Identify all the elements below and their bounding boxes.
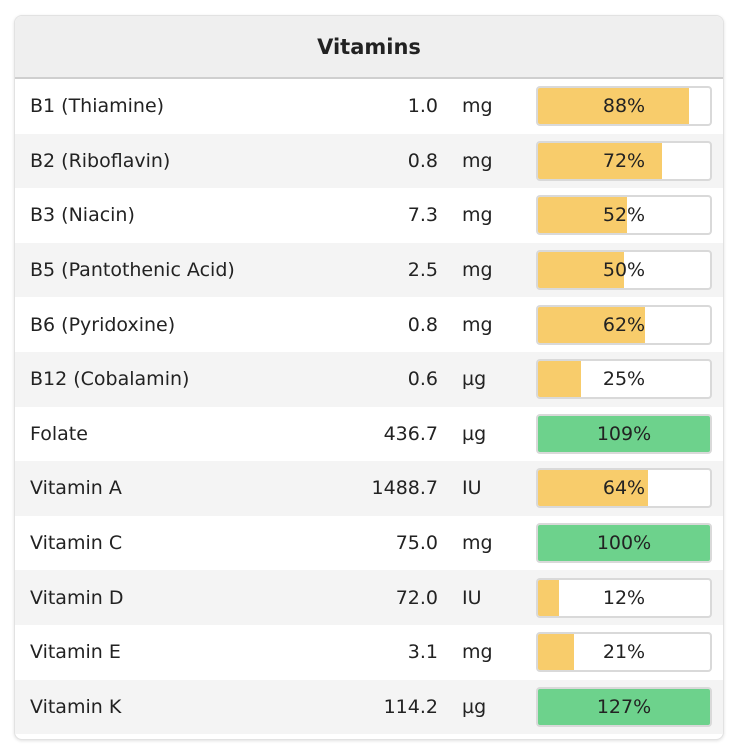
daily-value-bar: 50% — [536, 250, 712, 291]
panel-header: Vitamins — [15, 16, 723, 79]
vitamin-name: B2 (Riboflavin) — [30, 149, 171, 172]
daily-value-percent: 88% — [602, 95, 646, 118]
vitamin-row: Vitamin E 3.1 mg 21% — [15, 624, 723, 680]
vitamin-name: Vitamin C — [30, 532, 123, 555]
vitamin-name: B12 (Cobalamin) — [30, 368, 190, 391]
vitamin-amount: 1488.7 — [371, 477, 438, 500]
vitamin-name: Vitamin K — [30, 695, 122, 718]
vitamin-row: B2 (Riboflavin) 0.8 mg 72% — [15, 133, 723, 189]
vitamin-unit: mg — [462, 313, 493, 336]
daily-value-percent: 50% — [602, 259, 646, 282]
vitamin-row: Vitamin K 114.2 µg 127% — [15, 679, 723, 735]
daily-value-percent: 64% — [602, 477, 646, 500]
vitamin-row: Folate 436.7 µg 109% — [15, 406, 723, 462]
vitamin-amount: 75.0 — [395, 532, 438, 555]
daily-value-percent: 127% — [596, 695, 652, 718]
vitamin-row: B5 (Pantothenic Acid) 2.5 mg 50% — [15, 242, 723, 298]
daily-value-bar-fill — [538, 525, 710, 562]
daily-value-percent: 62% — [602, 313, 646, 336]
daily-value-bar: 62% — [536, 304, 712, 345]
vitamin-amount: 72.0 — [395, 586, 438, 609]
vitamin-amount: 7.3 — [407, 204, 438, 227]
daily-value-percent: 52% — [602, 204, 646, 227]
vitamin-row: B3 (Niacin) 7.3 mg 52% — [15, 188, 723, 243]
daily-value-bar-fill — [538, 142, 662, 179]
vitamin-unit: µg — [462, 368, 487, 391]
vitamin-amount: 3.1 — [407, 641, 438, 664]
daily-value-bar-fill — [538, 415, 710, 452]
daily-value-percent: 25% — [602, 368, 646, 391]
daily-value-bar-fill — [538, 252, 624, 289]
vitamin-unit: µg — [462, 695, 487, 718]
daily-value-bar: 88% — [536, 86, 712, 127]
daily-value-bar-fill — [538, 306, 645, 343]
vitamin-amount: 114.2 — [383, 695, 438, 718]
daily-value-bar-fill — [538, 361, 581, 398]
daily-value-bar: 127% — [536, 686, 712, 727]
daily-value-percent: 109% — [596, 422, 652, 445]
daily-value-bar-fill — [538, 579, 559, 616]
daily-value-bar: 109% — [536, 413, 712, 454]
vitamin-amount: 0.6 — [407, 368, 438, 391]
vitamin-name: B5 (Pantothenic Acid) — [30, 259, 235, 282]
daily-value-percent: 100% — [596, 532, 652, 555]
vitamin-amount: 0.8 — [407, 313, 438, 336]
daily-value-bar: 64% — [536, 468, 712, 509]
vitamin-amount: 0.8 — [407, 149, 438, 172]
vitamin-unit: mg — [462, 641, 493, 664]
vitamin-amount: 2.5 — [407, 259, 438, 282]
vitamin-unit: mg — [462, 149, 493, 172]
vitamin-row: Vitamin A 1488.7 IU 64% — [15, 461, 723, 516]
vitamin-unit: IU — [462, 477, 482, 500]
daily-value-bar: 12% — [536, 577, 712, 618]
vitamin-name: Vitamin D — [30, 586, 124, 609]
vitamin-unit: mg — [462, 532, 493, 555]
vitamin-amount: 1.0 — [407, 95, 438, 118]
vitamin-unit: mg — [462, 95, 493, 118]
daily-value-bar-fill — [538, 197, 628, 234]
daily-value-bar: 25% — [536, 359, 712, 400]
vitamin-row: Vitamin C 75.0 mg 100% — [15, 515, 723, 571]
daily-value-bar: 21% — [536, 632, 712, 673]
vitamin-row: B6 (Pyridoxine) 0.8 mg 62% — [15, 297, 723, 352]
vitamin-row: B12 (Cobalamin) 0.6 µg 25% — [15, 351, 723, 407]
daily-value-bar-fill — [538, 634, 575, 671]
vitamin-unit: mg — [462, 204, 493, 227]
vitamin-unit: IU — [462, 586, 482, 609]
vitamin-name: B6 (Pyridoxine) — [30, 313, 176, 336]
daily-value-bar: 72% — [536, 140, 712, 181]
daily-value-bar-fill — [538, 470, 649, 507]
vitamin-name: Vitamin E — [30, 641, 121, 664]
daily-value-percent: 72% — [602, 149, 646, 172]
vitamin-row: B1 (Thiamine) 1.0 mg 88% — [15, 79, 723, 134]
vitamin-row: Vitamin D 72.0 IU 12% — [15, 570, 723, 625]
vitamin-name: Vitamin A — [30, 477, 122, 500]
vitamin-unit: mg — [462, 259, 493, 282]
daily-value-bar-fill — [538, 88, 690, 125]
vitamin-amount: 436.7 — [383, 422, 438, 445]
panel-title: Vitamins — [317, 34, 421, 59]
vitamin-name: B1 (Thiamine) — [30, 95, 165, 118]
daily-value-percent: 21% — [602, 641, 646, 664]
vitamin-name: Folate — [30, 422, 88, 445]
vitamin-list: B1 (Thiamine) 1.0 mg 88% B2 (Riboflavin)… — [15, 79, 723, 735]
daily-value-bar: 100% — [536, 523, 712, 564]
daily-value-percent: 12% — [602, 586, 646, 609]
vitamins-panel: Vitamins B1 (Thiamine) 1.0 mg 88% B2 (Ri… — [14, 15, 724, 740]
vitamin-name: B3 (Niacin) — [30, 204, 135, 227]
daily-value-bar-fill — [538, 688, 710, 725]
daily-value-bar: 52% — [536, 195, 712, 236]
vitamin-unit: µg — [462, 422, 487, 445]
